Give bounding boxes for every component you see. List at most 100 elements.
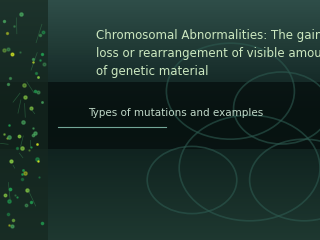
Bar <box>0 41 320 43</box>
Bar <box>0 34 320 36</box>
Bar <box>0 36 320 38</box>
Bar <box>0 154 320 156</box>
Bar <box>0 182 320 185</box>
Bar <box>0 84 320 86</box>
Bar <box>0 29 320 31</box>
Bar <box>0 192 320 194</box>
Bar <box>0 115 320 118</box>
Bar <box>0 10 320 12</box>
Bar <box>0 24 320 26</box>
Bar <box>0 127 320 130</box>
Bar <box>0 108 320 110</box>
Bar <box>0 238 320 240</box>
Bar <box>0 125 320 127</box>
Bar <box>0 86 320 89</box>
Bar <box>0 199 320 202</box>
Bar <box>0 190 320 192</box>
Bar <box>0 218 320 221</box>
Text: Chromosomal Abnormalities: The gain,
loss or rearrangement of visible amounts
of: Chromosomal Abnormalities: The gain, los… <box>96 29 320 78</box>
Bar <box>0 209 320 211</box>
Bar <box>0 228 320 230</box>
Bar <box>0 130 320 132</box>
Bar <box>0 12 320 14</box>
Bar <box>0 0 48 240</box>
Bar <box>0 178 320 180</box>
Bar <box>0 197 320 199</box>
Bar <box>0 168 320 170</box>
Bar <box>0 110 320 113</box>
Bar <box>0 55 320 58</box>
Bar <box>0 166 320 168</box>
Bar <box>0 26 320 29</box>
Bar <box>0 82 320 149</box>
Bar <box>0 17 320 19</box>
Bar <box>0 187 320 190</box>
Bar <box>0 7 320 10</box>
Bar <box>0 70 320 72</box>
Bar <box>0 156 320 158</box>
Bar <box>0 173 320 175</box>
Bar <box>0 106 320 108</box>
Bar <box>0 221 320 223</box>
Bar <box>0 142 320 144</box>
Bar <box>0 60 320 62</box>
Bar <box>0 151 320 154</box>
Bar <box>0 82 320 84</box>
Bar <box>0 31 320 34</box>
Bar <box>0 132 320 134</box>
Bar <box>0 214 320 216</box>
Bar <box>0 185 320 187</box>
Bar <box>0 122 320 125</box>
Bar <box>0 134 320 137</box>
Bar <box>0 19 320 22</box>
Bar <box>0 113 320 115</box>
Bar <box>0 96 320 98</box>
Bar <box>0 101 320 103</box>
Bar <box>0 74 320 77</box>
Bar <box>0 65 320 67</box>
Bar <box>0 233 320 235</box>
Bar <box>0 0 320 2</box>
Bar <box>0 38 320 41</box>
Bar <box>0 67 320 70</box>
Bar <box>0 53 320 55</box>
Bar <box>0 50 320 53</box>
Bar <box>0 235 320 238</box>
Bar <box>0 223 320 226</box>
Bar <box>0 43 320 46</box>
Bar <box>0 230 320 233</box>
Bar <box>0 118 320 120</box>
Bar <box>0 161 320 163</box>
Bar <box>0 48 320 50</box>
Bar <box>0 2 320 5</box>
Bar <box>0 202 320 204</box>
Bar <box>0 5 320 7</box>
Bar <box>0 175 320 178</box>
Bar <box>0 58 320 60</box>
Bar <box>0 22 320 24</box>
Bar <box>0 98 320 101</box>
Text: Types of mutations and examples: Types of mutations and examples <box>88 108 264 118</box>
Bar <box>0 163 320 166</box>
Bar <box>0 46 320 48</box>
Bar <box>0 226 320 228</box>
Bar <box>0 216 320 218</box>
Bar <box>0 194 320 197</box>
Bar <box>0 204 320 206</box>
Bar <box>0 14 320 17</box>
Bar <box>0 144 320 146</box>
Bar <box>0 137 320 139</box>
Bar <box>0 158 320 161</box>
Bar <box>0 79 320 82</box>
Bar <box>0 103 320 106</box>
Bar <box>0 170 320 173</box>
Bar <box>0 94 320 96</box>
Bar <box>0 77 320 79</box>
Bar <box>0 139 320 142</box>
Bar <box>0 91 320 94</box>
Bar <box>0 180 320 182</box>
Bar <box>0 120 320 122</box>
Bar <box>0 211 320 214</box>
Bar <box>0 146 320 149</box>
Bar <box>0 149 320 151</box>
